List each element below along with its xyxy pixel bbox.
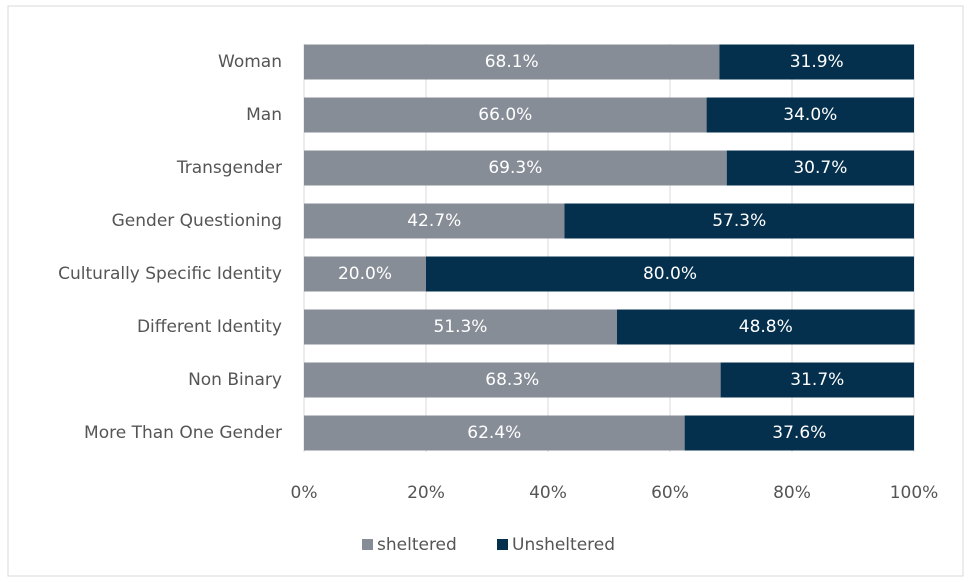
data-label: 68.1%: [485, 52, 539, 72]
x-tick-label: 100%: [890, 483, 939, 503]
legend-label: sheltered: [377, 535, 457, 555]
x-tick-label: 20%: [407, 483, 445, 503]
data-label: 34.0%: [783, 105, 837, 125]
data-label: 62.4%: [467, 423, 521, 443]
bar-segment: [426, 256, 914, 292]
bar-segment: [726, 150, 914, 186]
data-label: 31.9%: [790, 52, 844, 72]
y-tick-label: Transgender: [176, 158, 282, 178]
legend-label: Unsheltered: [512, 535, 615, 555]
data-label: 57.3%: [712, 211, 766, 231]
x-tick-label: 80%: [773, 483, 811, 503]
y-tick-label: Woman: [218, 52, 282, 72]
y-tick-label: More Than One Gender: [84, 423, 282, 443]
y-tick-label: Non Binary: [188, 370, 282, 390]
bar-segment: [706, 97, 914, 133]
y-tick-label: Different Identity: [137, 317, 282, 337]
data-label: 66.0%: [478, 105, 532, 125]
x-tick-label: 40%: [529, 483, 567, 503]
bar-segment: [304, 97, 707, 133]
data-label: 37.6%: [772, 423, 826, 443]
data-label: 48.8%: [739, 317, 793, 337]
data-label: 42.7%: [407, 211, 461, 231]
x-tick-label: 60%: [651, 483, 689, 503]
y-tick-label: Gender Questioning: [112, 211, 282, 231]
bar-segment: [564, 203, 914, 239]
x-tick-label: 0%: [291, 483, 318, 503]
bar-segment: [719, 44, 914, 80]
bar-segment: [720, 362, 914, 398]
data-label: 20.0%: [338, 264, 392, 284]
bar-segment: [304, 415, 685, 451]
legend-swatch: [497, 539, 508, 550]
bar-segment: [304, 309, 617, 345]
bar-segment: [304, 256, 426, 292]
bar-segment: [304, 203, 565, 239]
data-label: 69.3%: [488, 158, 542, 178]
bar-segment: [684, 415, 914, 451]
bar-segment: [304, 362, 721, 398]
bar-segment: [616, 309, 915, 345]
y-tick-label: Man: [246, 105, 282, 125]
data-label: 80.0%: [643, 264, 697, 284]
data-label: 68.3%: [485, 370, 539, 390]
data-label: 31.7%: [790, 370, 844, 390]
bar-segment: [304, 150, 727, 186]
data-label: 51.3%: [433, 317, 487, 337]
legend-swatch: [362, 539, 373, 550]
y-tick-label: Culturally Specific Identity: [58, 264, 282, 284]
data-label: 30.7%: [793, 158, 847, 178]
bar-segment: [304, 44, 720, 80]
